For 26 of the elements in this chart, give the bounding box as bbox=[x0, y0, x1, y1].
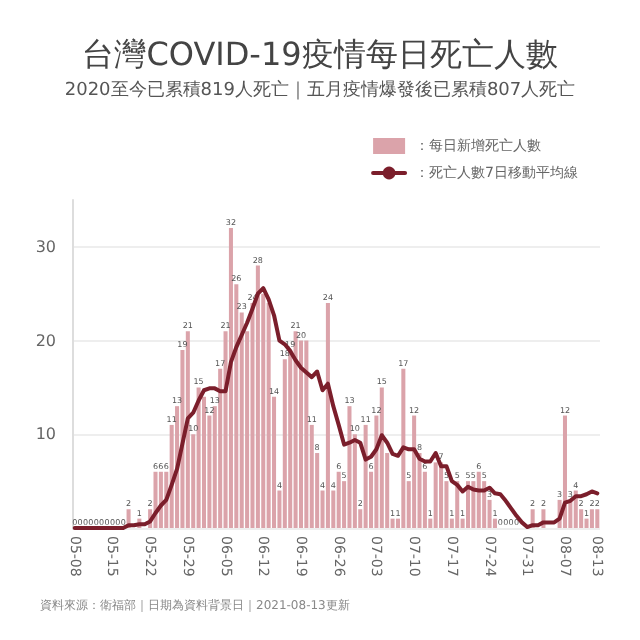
chart-title: 台灣COVID-19疫情每日死亡人數 bbox=[82, 35, 558, 73]
bar bbox=[347, 406, 352, 528]
bar bbox=[433, 462, 438, 528]
y-tick-label: 10 bbox=[35, 425, 56, 444]
bar bbox=[325, 303, 330, 528]
bar bbox=[304, 340, 309, 528]
bar bbox=[562, 415, 567, 528]
bar bbox=[401, 368, 406, 528]
chart-subtitle: 2020至今已累積819人死亡｜五月疫情爆發後已累積807人死亡 bbox=[64, 79, 576, 101]
line-series bbox=[72, 286, 600, 530]
bar bbox=[589, 509, 594, 528]
y-tick-label: 20 bbox=[35, 331, 56, 350]
bar bbox=[196, 387, 201, 528]
bar bbox=[379, 387, 384, 528]
bar bbox=[595, 509, 600, 528]
y-tick-label: 30 bbox=[35, 237, 56, 256]
bar bbox=[185, 331, 190, 528]
bar bbox=[282, 359, 287, 528]
bar bbox=[293, 331, 298, 528]
bar bbox=[336, 471, 341, 528]
bar bbox=[439, 462, 444, 528]
bar bbox=[476, 471, 481, 528]
bar bbox=[228, 228, 233, 528]
bar bbox=[363, 424, 368, 528]
bar bbox=[412, 415, 417, 528]
bar bbox=[255, 265, 260, 528]
